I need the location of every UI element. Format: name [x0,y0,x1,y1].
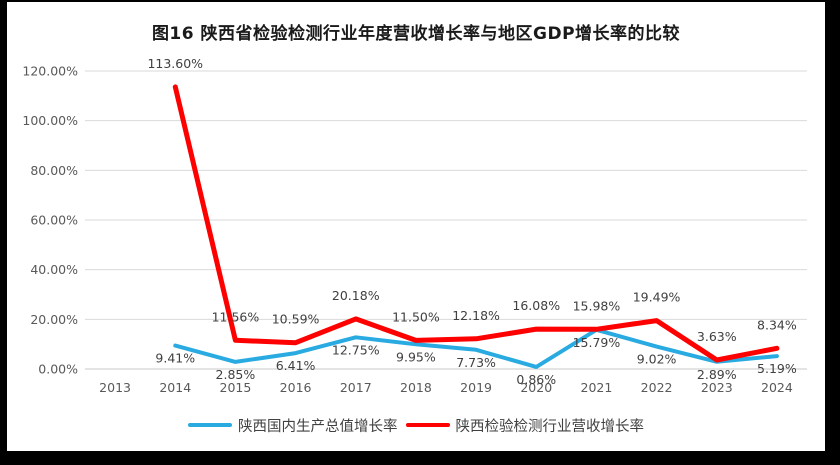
chart-title: 图16 陕西省检验检测行业年度营收增长率与地区GDP增长率的比较 [151,24,681,44]
chart-background [7,2,825,451]
legend-label-gdp: 陕西国内生产总值增长率 [238,418,398,435]
legend-label-industry: 陕西检验检测行业营收增长率 [455,418,645,435]
legend-item-industry: 陕西检验检测行业营收增长率 [405,415,645,436]
industry-line-swatch-icon [405,422,450,428]
chart-legend: 陕西国内生产总值增长率 陕西检验检测行业营收增长率 [7,415,825,435]
gdp-line-swatch-icon [188,422,232,428]
legend-item-gdp: 陕西国内生产总值增长率 [188,415,398,436]
